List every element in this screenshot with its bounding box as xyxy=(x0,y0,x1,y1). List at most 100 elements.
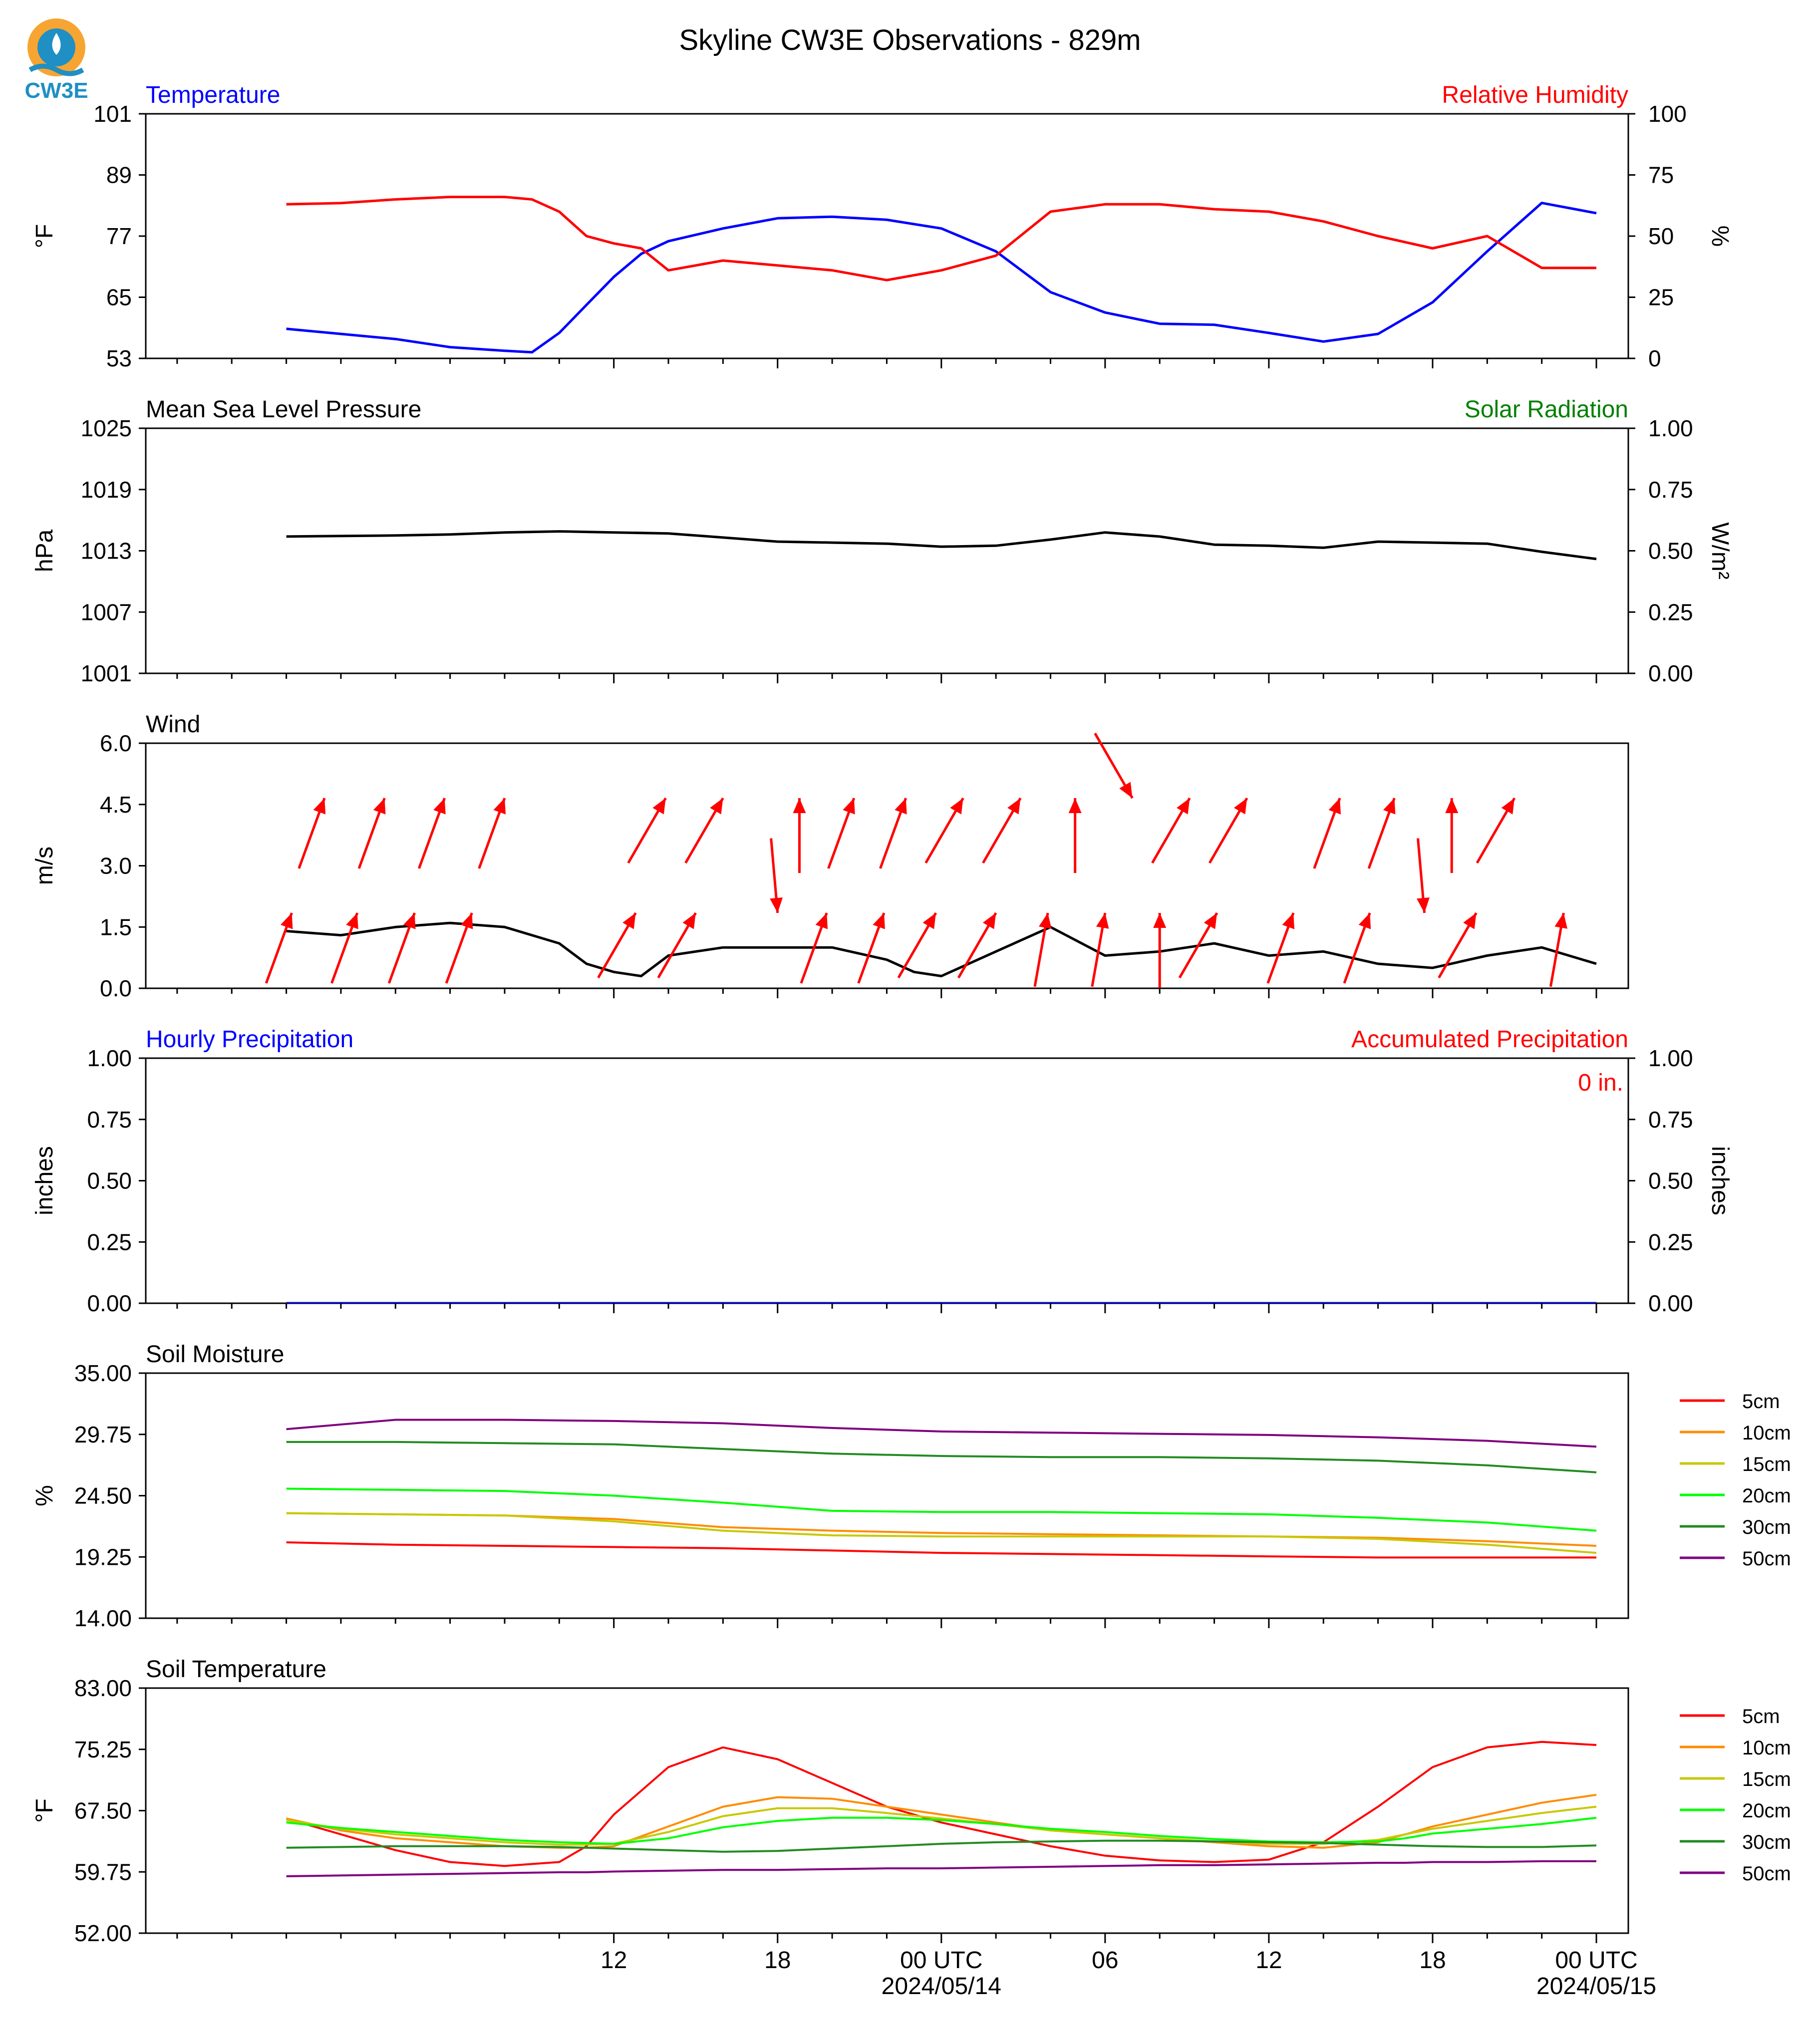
legend-label: 5cm xyxy=(1742,1706,1780,1728)
x-tick-label: 18 xyxy=(1419,1947,1446,1974)
y-tick-label: 52.00 xyxy=(74,1920,132,1946)
wind-arrow xyxy=(265,912,293,984)
y-axis-label-right: % xyxy=(1707,226,1733,247)
y-tick-label: 19.25 xyxy=(74,1544,132,1570)
panel-title: Soil Temperature xyxy=(146,1656,326,1683)
wind-arrow-head xyxy=(1554,913,1567,929)
y-tick-label-right: 1.00 xyxy=(1648,415,1693,441)
legend-label: 30cm xyxy=(1742,1831,1791,1853)
series-line-wind-speed xyxy=(286,921,1597,977)
wind-arrow xyxy=(298,798,326,869)
wind-arrow xyxy=(357,798,386,869)
wind-arrow-head xyxy=(843,798,855,815)
y-tick-label: 101 xyxy=(93,101,132,127)
page-title: Skyline CW3E Observations - 829m xyxy=(679,24,1141,56)
wind-arrow-head xyxy=(1177,798,1190,815)
panel-right-title: Relative Humidity xyxy=(1442,82,1628,108)
y-tick-label: 65 xyxy=(106,285,132,310)
y-tick-label-right: 0.00 xyxy=(1648,1290,1693,1316)
wind-arrow xyxy=(793,798,806,873)
y-tick-label: 0.0 xyxy=(100,975,132,1001)
wind-arrow xyxy=(1178,912,1218,979)
legend-label: 15cm xyxy=(1742,1768,1791,1790)
wind-arrow-head xyxy=(313,798,326,815)
wind-arrow-head xyxy=(1445,798,1459,813)
y-tick-label: 3.0 xyxy=(100,853,132,879)
panel-title: Mean Sea Level Pressure xyxy=(146,396,421,423)
wind-arrow xyxy=(1445,798,1459,873)
wind-arrow-head xyxy=(281,913,293,929)
legend-label: 20cm xyxy=(1742,1800,1791,1822)
wind-arrow-head xyxy=(403,913,416,929)
y-tick-label: 14.00 xyxy=(74,1605,132,1631)
x-tick-label: 12 xyxy=(601,1947,627,1974)
y-tick-label-right: 0.25 xyxy=(1648,599,1693,625)
plot-frame xyxy=(145,1057,1629,1304)
plot-frame xyxy=(145,113,1629,359)
legend-label: 5cm xyxy=(1742,1391,1780,1413)
wind-arrow-head xyxy=(460,913,473,929)
series-line-30cm xyxy=(286,1441,1597,1473)
y-tick-label: 89 xyxy=(106,162,132,188)
wind-arrow-head xyxy=(1416,897,1430,913)
wind-arrow-head xyxy=(622,913,636,929)
logo-text: CW3E xyxy=(24,78,88,103)
wind-arrow xyxy=(657,912,697,979)
y-tick-label: 1007 xyxy=(81,599,132,625)
wind-arrow xyxy=(684,797,724,864)
wind-arrow xyxy=(597,912,637,979)
y-tick-label: 4.5 xyxy=(100,792,132,818)
legend-label: 15cm xyxy=(1742,1453,1791,1475)
wind-arrow xyxy=(1343,912,1371,984)
wind-arrow xyxy=(387,912,416,984)
y-tick-label: 1025 xyxy=(81,415,132,441)
y-tick-label-right: 0.00 xyxy=(1648,660,1693,686)
wind-arrow xyxy=(418,798,446,869)
wind-arrow xyxy=(857,912,886,984)
cw3e-logo: CW3E xyxy=(24,18,88,103)
wind-arrow xyxy=(1313,798,1341,869)
wind-arrow-head xyxy=(982,913,996,929)
y-axis-label: % xyxy=(31,1485,58,1506)
plot-frame xyxy=(145,1372,1629,1619)
x-tick-label: 00 UTC xyxy=(900,1947,982,1974)
legend-label: 50cm xyxy=(1742,1863,1791,1885)
y-tick-label: 1.00 xyxy=(87,1045,132,1071)
wind-arrow-head xyxy=(682,913,696,929)
wind-arrow xyxy=(445,912,473,984)
y-tick-label-right: 0.25 xyxy=(1648,1229,1693,1255)
wind-arrow xyxy=(827,798,856,869)
wind-arrow-head xyxy=(1096,913,1109,929)
wind-arrow-head xyxy=(1204,913,1217,929)
wind-arrow-head xyxy=(1233,798,1247,815)
y-tick-label: 1019 xyxy=(81,477,132,503)
y-tick-label-right: 0 xyxy=(1648,345,1661,371)
y-tick-label: 6.0 xyxy=(100,730,132,756)
panel-title: Wind xyxy=(146,711,200,738)
wind-arrow-head xyxy=(1463,913,1477,929)
y-tick-label: 59.75 xyxy=(74,1859,132,1885)
x-date-label: 2024/05/15 xyxy=(1536,1973,1656,2000)
logo-wave-icon xyxy=(28,63,84,76)
series-line-5cm xyxy=(286,1740,1597,1867)
panel-1: Temperature Relative Humidity 101 89 77 65 53 1… xyxy=(31,82,1733,371)
series-line-50cm xyxy=(286,1419,1597,1448)
wind-arrow-head xyxy=(1383,798,1396,815)
wind-arrow-head xyxy=(922,913,936,929)
panel-4: Hourly Precipitation Accumulated Precipit… xyxy=(31,1026,1733,1316)
y-tick-label: 0.25 xyxy=(87,1229,132,1255)
panel-3: Wind 6.0 4.5 3.0 1.5 0.0 m/s xyxy=(31,711,1629,1001)
x-tick-label: 06 xyxy=(1092,1947,1118,1974)
y-axis-label: m/s xyxy=(31,847,58,885)
x-tick-label: 18 xyxy=(764,1947,791,1974)
wind-arrow-head xyxy=(1119,782,1133,798)
x-tick-label: 00 UTC xyxy=(1555,1947,1637,1974)
wind-arrow xyxy=(770,838,783,913)
wind-arrow xyxy=(1266,912,1295,984)
wind-arrow xyxy=(1068,798,1082,873)
y-tick-label: 35.00 xyxy=(74,1360,132,1386)
wind-arrow xyxy=(957,912,997,979)
panel-title: Soil Moisture xyxy=(146,1341,284,1368)
wind-arrow xyxy=(897,912,937,979)
